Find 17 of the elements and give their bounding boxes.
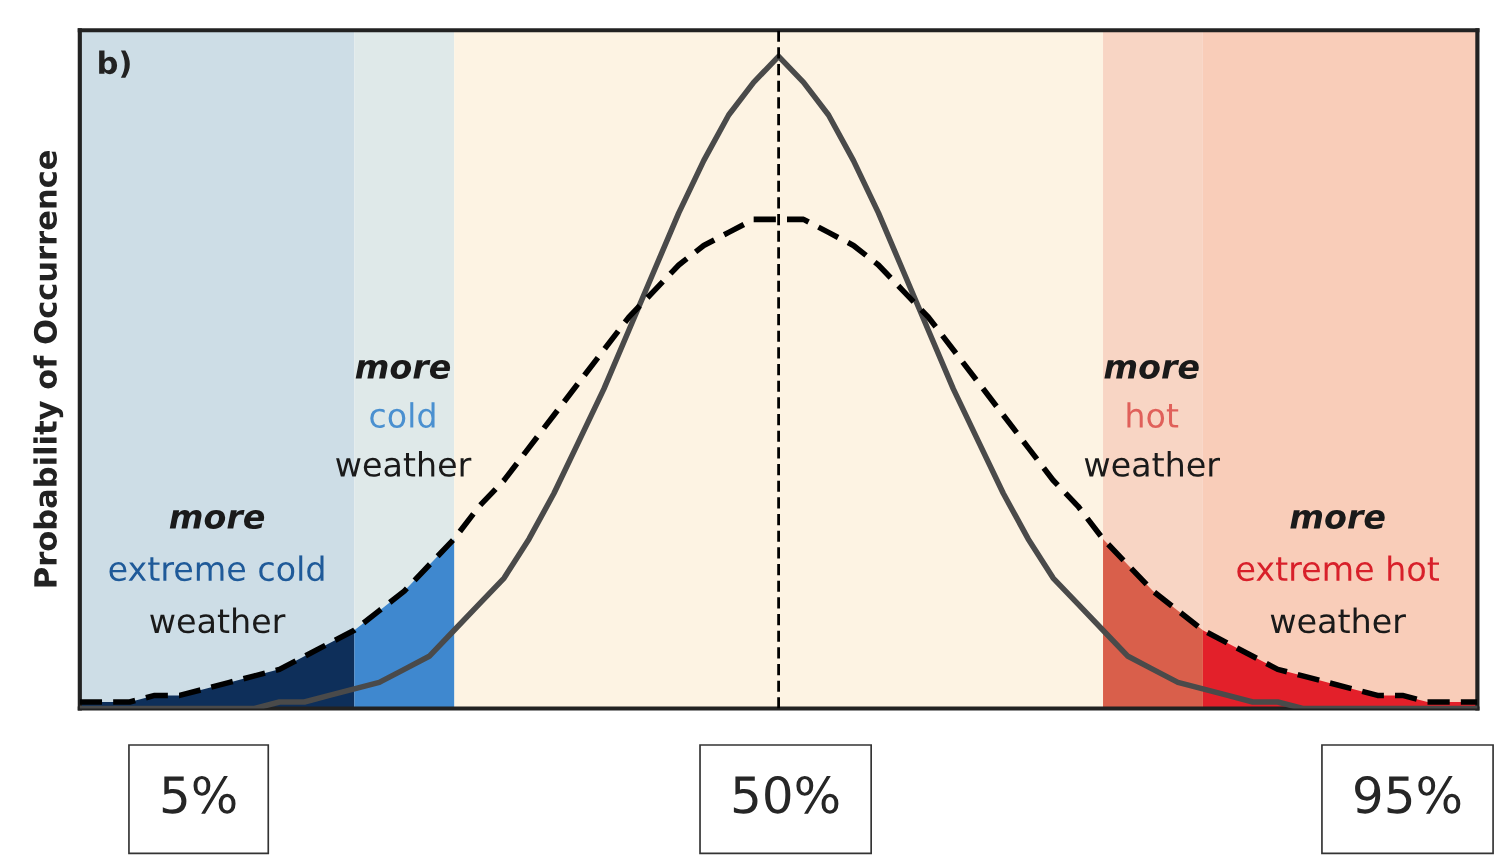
annotation: weather	[1084, 451, 1220, 477]
annotation: more	[355, 359, 451, 380]
text: 5%	[162, 775, 236, 814]
annotation: hot	[1127, 402, 1179, 428]
annotation: weather	[336, 451, 472, 477]
annotation: weather	[1270, 607, 1406, 634]
annotation: cold	[370, 402, 435, 428]
annotation: more	[1104, 359, 1199, 380]
annotation: more	[1290, 509, 1385, 530]
y-axis-title: Probability of Occurrence	[33, 150, 64, 587]
annotation: b)	[99, 50, 130, 78]
text: 95%	[1355, 775, 1461, 814]
annotation: more	[169, 509, 265, 530]
text: 50%	[733, 775, 839, 814]
annotation: weather	[150, 607, 286, 634]
annotation: extreme hot	[1237, 555, 1439, 582]
annotation: extreme cold	[109, 555, 324, 582]
